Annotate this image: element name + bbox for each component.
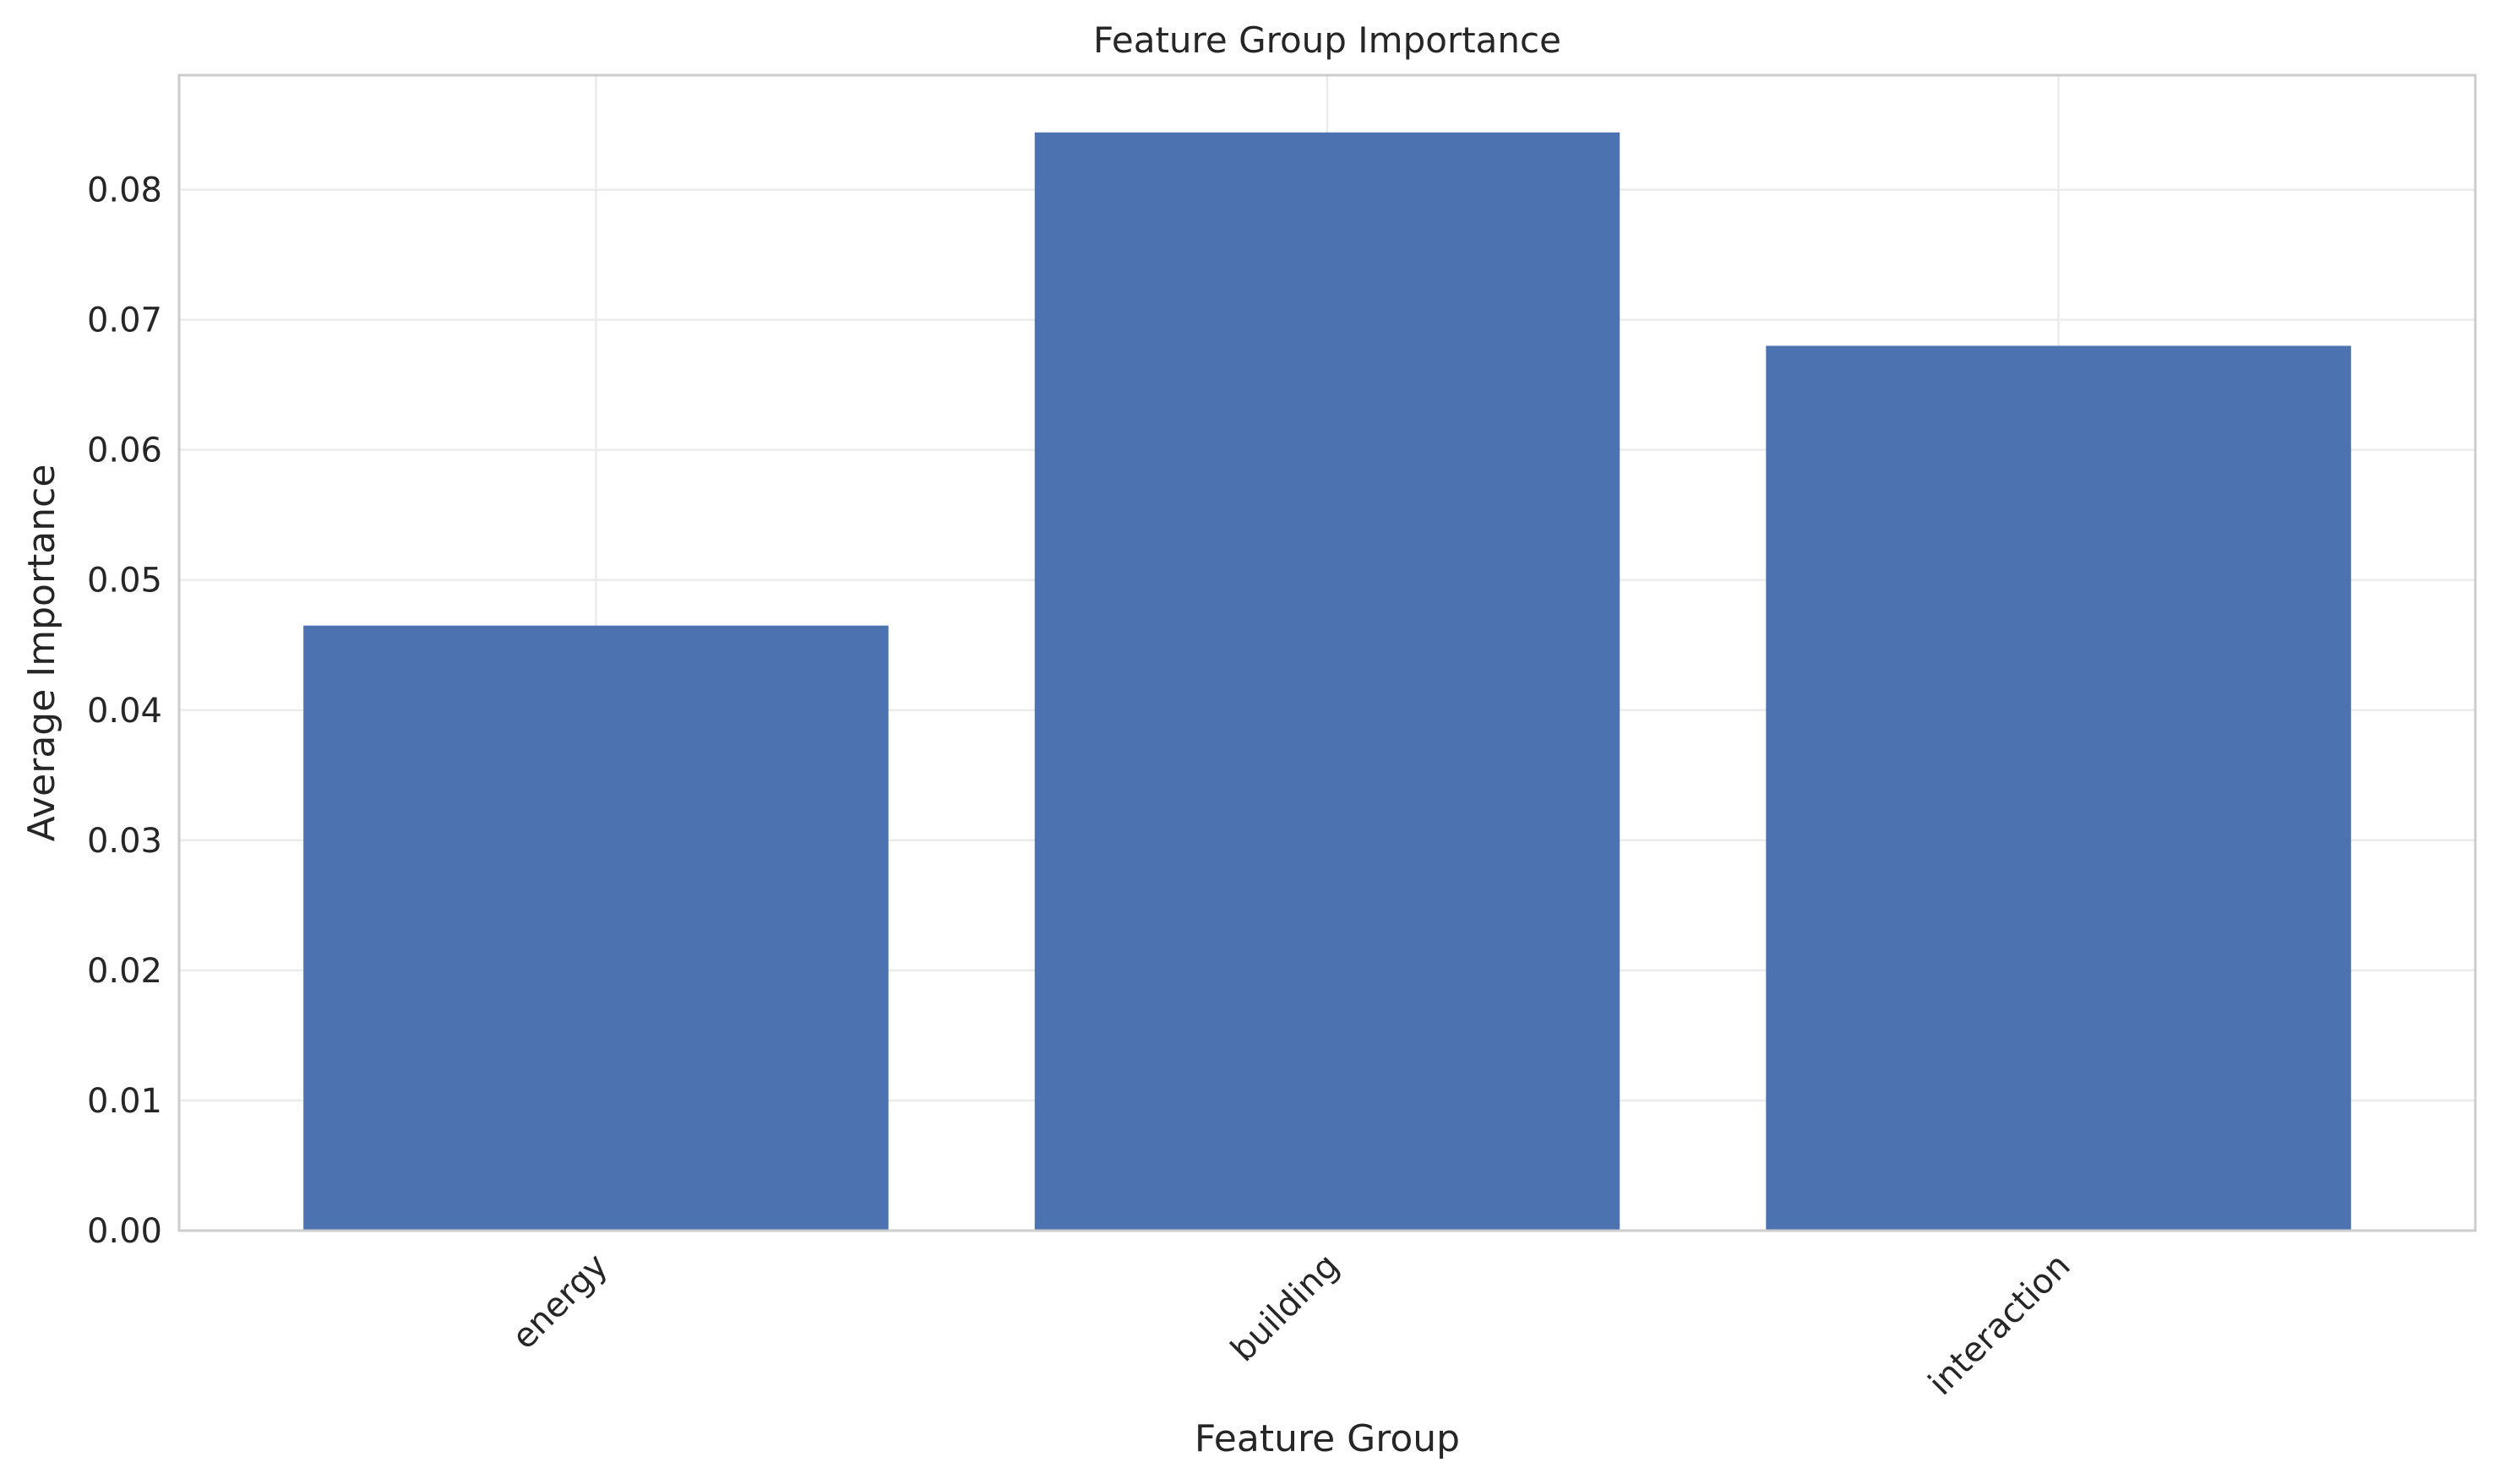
x-axis-ticks: energy building interaction xyxy=(504,1247,2077,1403)
x-tick-label: energy xyxy=(504,1247,615,1357)
y-tick-label: 0.06 xyxy=(87,432,162,470)
y-tick-label: 0.03 xyxy=(87,822,162,861)
x-tick-label: building xyxy=(1223,1247,1347,1370)
x-axis-label: Feature Group xyxy=(1195,1417,1460,1460)
plot-frame xyxy=(177,73,2477,1232)
bar-layer xyxy=(303,132,2351,1231)
bar-energy xyxy=(303,625,889,1231)
y-tick-label: 0.08 xyxy=(87,171,162,210)
y-tick-label: 0.02 xyxy=(87,952,162,991)
chart-title: Feature Group Importance xyxy=(1093,19,1561,61)
x-tick-label: interaction xyxy=(1921,1247,2077,1403)
y-axis-label: Average Importance xyxy=(20,465,63,842)
y-tick-label: 0.00 xyxy=(87,1212,162,1251)
y-tick-label: 0.04 xyxy=(87,692,162,731)
y-tick-label: 0.05 xyxy=(87,562,162,601)
y-tick-label: 0.01 xyxy=(87,1082,162,1121)
y-tick-label: 0.07 xyxy=(87,302,162,340)
y-axis-ticks: 0.00 0.01 0.02 0.03 0.04 0.05 0.06 0.07 0.08 xyxy=(87,171,162,1251)
bar-interaction xyxy=(1766,345,2351,1231)
bar-building xyxy=(1034,132,1620,1231)
